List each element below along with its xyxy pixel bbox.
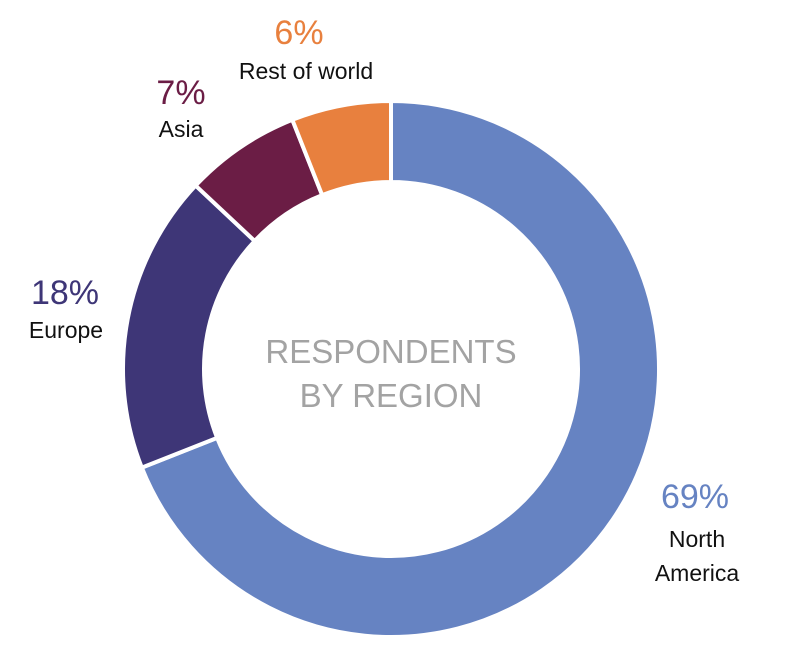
value-label: 6% xyxy=(274,14,324,52)
title-line: RESPONDENTS xyxy=(265,333,517,370)
value-label: 69% xyxy=(660,478,730,516)
donut-slice xyxy=(121,182,258,471)
donut-slice xyxy=(139,98,661,639)
category-label: Asia xyxy=(158,116,204,142)
category-label: Rest of world xyxy=(238,58,374,84)
title-line: BY REGION xyxy=(299,377,483,414)
chart-title: RESPONDENTS BY REGION xyxy=(265,330,516,418)
category-label: North America xyxy=(654,526,740,586)
value-label: 7% xyxy=(156,74,206,112)
donut-slice xyxy=(289,98,393,198)
value-label: 18% xyxy=(30,274,100,312)
category-label: Europe xyxy=(28,317,104,343)
